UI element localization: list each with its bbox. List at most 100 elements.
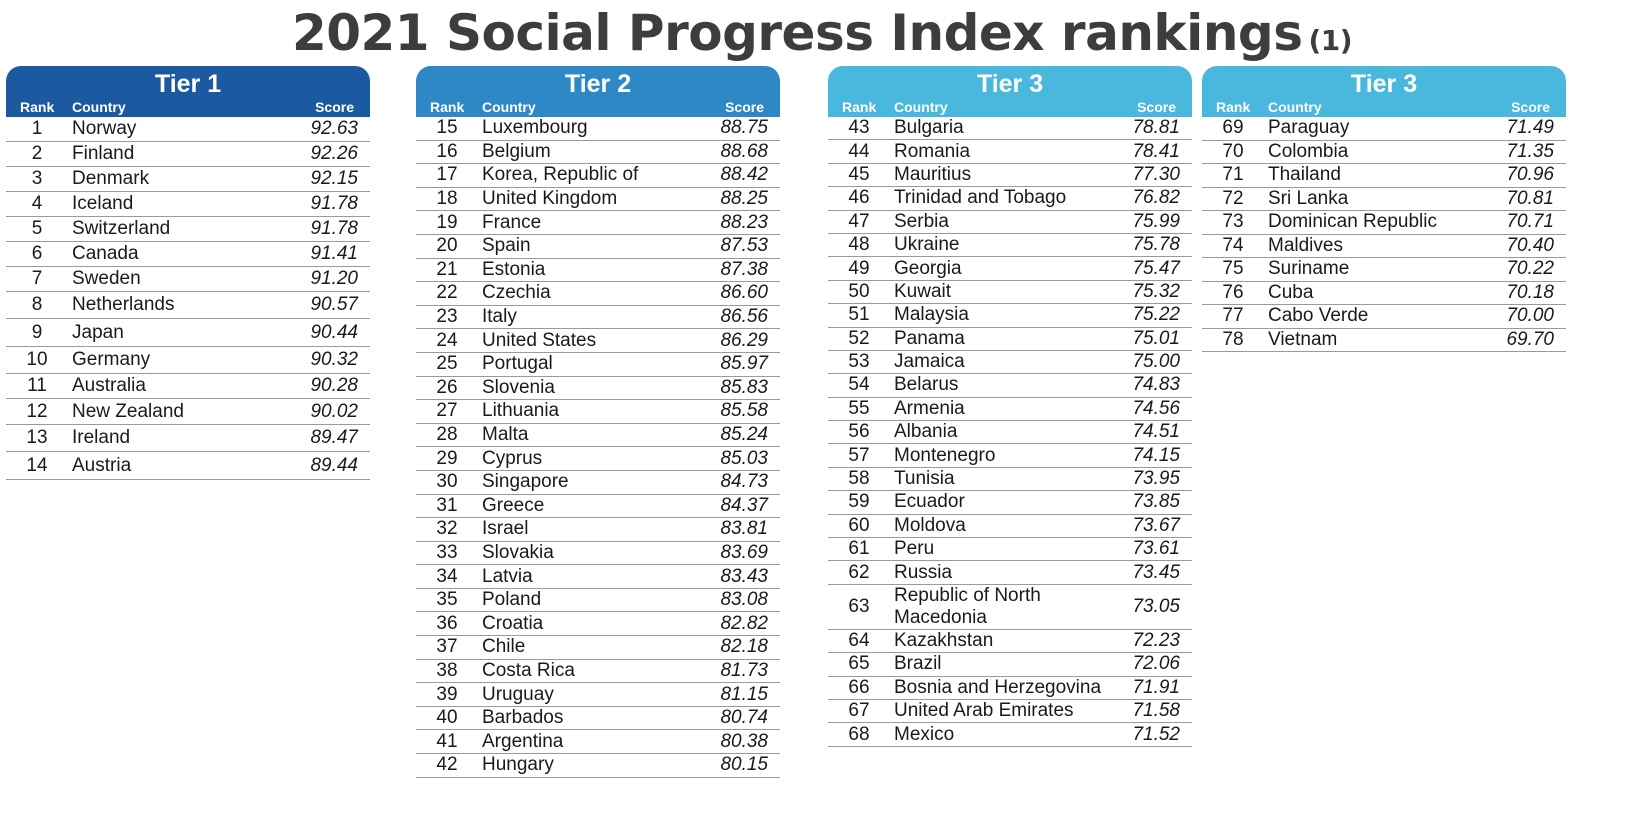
score-cell: 86.56 xyxy=(720,306,768,328)
score-cell: 74.83 xyxy=(1132,374,1180,396)
score-cell: 88.68 xyxy=(720,140,768,162)
country-cell: Iceland xyxy=(72,193,134,214)
score-cell: 83.69 xyxy=(720,541,768,563)
table-row: 49 Georgia 75.47 xyxy=(828,257,1192,281)
score-cell: 72.06 xyxy=(1132,653,1180,675)
table-row: 69 Paraguay 71.49 xyxy=(1202,117,1566,141)
rank-cell: 9 xyxy=(31,321,43,343)
table-row: 32 Israel 83.81 xyxy=(416,518,780,542)
table-row: 17 Korea, Republic of 88.42 xyxy=(416,164,780,188)
country-cell: Maldives xyxy=(1268,234,1343,256)
table-row: 51 Malaysia 75.22 xyxy=(828,304,1192,328)
table-row: 55 Armenia 74.56 xyxy=(828,397,1192,422)
table-row: 30 Singapore 84.73 xyxy=(416,471,780,495)
table-row: 58 Tunisia 73.95 xyxy=(828,468,1192,492)
country-cell: Cuba xyxy=(1268,281,1314,303)
table-row: 24 United States 86.29 xyxy=(416,329,780,353)
score-cell: 75.32 xyxy=(1132,280,1180,302)
rank-cell: 25 xyxy=(436,353,458,375)
score-cell: 70.18 xyxy=(1506,281,1554,303)
table-row: 5 Switzerland 91.78 xyxy=(6,217,370,242)
table-row: 68 Mexico 71.52 xyxy=(828,723,1192,747)
score-cell: 73.61 xyxy=(1132,538,1180,560)
country-column-header: Country xyxy=(894,99,948,115)
table-row: 43 Bulgaria 78.81 xyxy=(828,117,1192,141)
rank-cell: 65 xyxy=(848,653,870,675)
rank-cell: 38 xyxy=(436,659,458,681)
country-cell: Canada xyxy=(72,243,139,264)
table-row: 50 Kuwait 75.32 xyxy=(828,280,1192,305)
table-row: 54 Belarus 74.83 xyxy=(828,374,1192,398)
rank-cell: 31 xyxy=(436,494,458,516)
country-cell: Tunisia xyxy=(894,468,955,490)
score-cell: 74.56 xyxy=(1132,397,1180,419)
score-cell: 91.41 xyxy=(310,243,358,264)
table-row: 42 Hungary 80.15 xyxy=(416,754,780,778)
tier-panel-3: Tier 3 Rank Country Score 43 Bulgaria 78.81 44 R… xyxy=(828,66,1192,747)
country-column-header: Country xyxy=(482,99,536,115)
table-row: 23 Italy 86.56 xyxy=(416,306,780,330)
country-cell: Korea, Republic of xyxy=(482,164,639,186)
rank-column-header: Rank xyxy=(430,99,465,115)
rank-cell: 39 xyxy=(436,683,458,705)
tier-panel-1: Tier 1 Rank Country Score 1 Norway 92.63 2 Finla… xyxy=(6,66,370,480)
rank-cell: 23 xyxy=(436,306,458,328)
column-headers: Rank Country Score xyxy=(6,99,370,115)
score-cell: 70.40 xyxy=(1506,234,1554,256)
rank-cell: 3 xyxy=(31,168,43,189)
score-cell: 71.58 xyxy=(1132,700,1180,722)
country-cell: Greece xyxy=(482,494,545,516)
rank-column-header: Rank xyxy=(20,99,55,115)
rank-cell: 15 xyxy=(436,117,458,139)
column-headers: Rank Country Score xyxy=(416,99,780,115)
rank-cell: 63 xyxy=(848,595,870,617)
score-cell: 78.41 xyxy=(1132,140,1180,162)
page-title: 2021 Social Progress Index rankings (1) xyxy=(0,4,1644,62)
table-row: 33 Slovakia 83.69 xyxy=(416,542,780,566)
country-cell: Singapore xyxy=(482,471,569,493)
score-cell: 75.78 xyxy=(1132,234,1180,256)
table-row: 3 Denmark 92.15 xyxy=(6,167,370,192)
table-row: 29 Cyprus 85.03 xyxy=(416,447,780,471)
rank-cell: 26 xyxy=(436,376,458,398)
country-cell: Austria xyxy=(72,454,132,476)
score-cell: 86.29 xyxy=(720,329,768,351)
score-cell: 92.63 xyxy=(310,118,358,139)
table-row: 53 Jamaica 75.00 xyxy=(828,351,1192,375)
rank-cell: 8 xyxy=(31,294,43,315)
tier-header: Tier 3 Rank Country Score xyxy=(828,66,1192,117)
country-cell: Belarus xyxy=(894,374,959,396)
score-cell: 70.81 xyxy=(1506,187,1554,209)
rank-cell: 44 xyxy=(848,140,870,162)
country-cell: Luxembourg xyxy=(482,117,588,139)
score-cell: 92.26 xyxy=(310,143,358,164)
country-cell: Russia xyxy=(894,561,953,583)
tier-name: Tier 3 xyxy=(976,70,1044,98)
score-cell: 83.81 xyxy=(720,518,768,540)
score-cell: 86.60 xyxy=(720,282,768,304)
score-cell: 92.15 xyxy=(310,168,358,189)
country-cell: Cabo Verde xyxy=(1268,305,1369,327)
table-row: 2 Finland 92.26 xyxy=(6,142,370,167)
score-cell: 75.99 xyxy=(1132,210,1180,232)
country-cell: Lithuania xyxy=(482,400,560,422)
score-cell: 74.15 xyxy=(1132,444,1180,466)
table-row: 13 Ireland 89.47 xyxy=(6,425,370,452)
country-cell: Colombia xyxy=(1268,140,1349,162)
rank-cell: 47 xyxy=(848,210,870,232)
table-row: 66 Bosnia and Herzegovina 71.91 xyxy=(828,677,1192,700)
rank-cell: 14 xyxy=(26,454,48,476)
table-row: 41 Argentina 80.38 xyxy=(416,730,780,755)
country-cell: Malaysia xyxy=(894,304,969,326)
country-cell: Bulgaria xyxy=(894,117,964,139)
rank-cell: 2 xyxy=(31,143,43,164)
rank-cell: 73 xyxy=(1222,211,1244,233)
rank-cell: 58 xyxy=(848,468,870,490)
country-cell: Israel xyxy=(482,518,529,540)
score-cell: 84.73 xyxy=(720,471,768,493)
country-cell: Bosnia and Herzegovina xyxy=(894,676,1102,698)
rank-column-header: Rank xyxy=(842,99,877,115)
table-row: 48 Ukraine 75.78 xyxy=(828,234,1192,258)
score-cell: 85.03 xyxy=(720,447,768,469)
score-column-header: Score xyxy=(1511,99,1550,115)
